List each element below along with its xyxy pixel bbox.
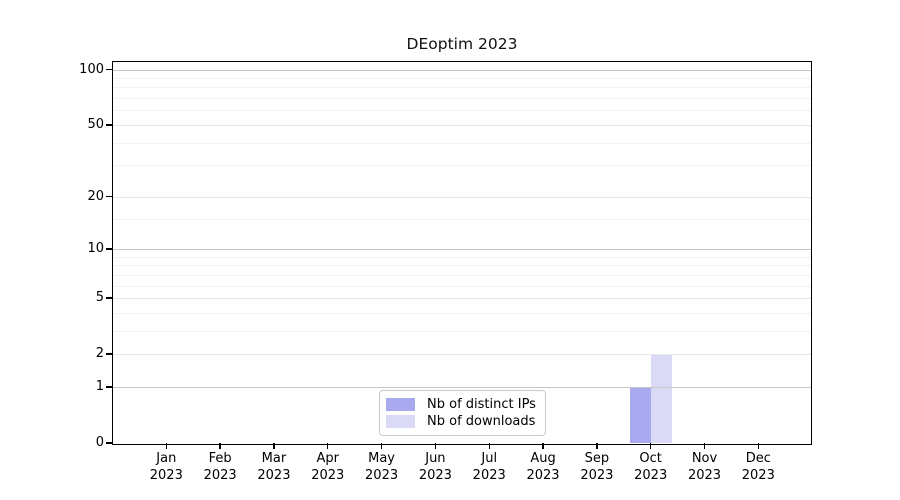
gridline-minor-3 bbox=[113, 330, 811, 332]
x-tick-oct-2023 bbox=[649, 443, 652, 449]
y-tick-label-20: 20 bbox=[87, 188, 104, 204]
x-tick-sep-2023 bbox=[596, 443, 598, 449]
y-tick-5 bbox=[106, 297, 112, 299]
legend-swatch-downloads bbox=[386, 415, 415, 429]
y-tick-100 bbox=[106, 68, 112, 71]
x-tick-dec-2023 bbox=[757, 443, 759, 449]
gridline-minor-60 bbox=[113, 110, 811, 112]
x-tick-mar-2023 bbox=[273, 443, 275, 449]
y-tick-label-50: 50 bbox=[87, 116, 104, 132]
gridline-minor-8 bbox=[113, 265, 811, 267]
x-tick-label-dec-2023: Dec 2023 bbox=[741, 451, 775, 483]
gridline-10 bbox=[113, 249, 811, 250]
gridline-minor-80 bbox=[113, 87, 811, 89]
legend: Nb of distinct IPs Nb of downloads bbox=[379, 390, 546, 436]
y-tick-label-1: 1 bbox=[95, 378, 104, 394]
x-tick-label-nov-2023: Nov 2023 bbox=[687, 451, 722, 483]
y-tick-20 bbox=[106, 195, 112, 198]
y-tick-1 bbox=[106, 386, 112, 388]
x-tick-jul-2023 bbox=[488, 443, 490, 449]
x-tick-label-apr-2023: Apr 2023 bbox=[311, 451, 345, 483]
y-tick-label-100: 100 bbox=[79, 61, 104, 77]
legend-label-downloads: Nb of downloads bbox=[427, 414, 536, 430]
x-tick-label-aug-2023: Aug 2023 bbox=[526, 451, 560, 483]
x-tick-apr-2023 bbox=[327, 443, 329, 449]
y-tick-label-5: 5 bbox=[95, 290, 104, 306]
legend-item-distinct-ips: Nb of distinct IPs bbox=[386, 397, 539, 412]
y-tick-10 bbox=[106, 248, 112, 250]
y-tick-50 bbox=[106, 124, 112, 126]
gridline-1 bbox=[113, 386, 811, 388]
x-tick-feb-2023 bbox=[219, 443, 221, 449]
gridline-100 bbox=[113, 69, 811, 71]
x-tick-label-jun-2023: Jun 2023 bbox=[418, 451, 452, 483]
x-tick-label-jul-2023: Jul 2023 bbox=[472, 451, 506, 483]
gridline-minor-6 bbox=[113, 285, 811, 287]
legend-item-downloads: Nb of downloads bbox=[386, 414, 539, 429]
x-tick-label-mar-2023: Mar 2023 bbox=[257, 451, 291, 483]
legend-swatch-distinct-ips bbox=[386, 397, 415, 411]
x-tick-aug-2023 bbox=[542, 443, 544, 449]
x-tick-label-jan-2023: Jan 2023 bbox=[149, 451, 183, 483]
gridline-minor-15 bbox=[113, 218, 811, 220]
y-tick-label-0: 0 bbox=[95, 435, 104, 450]
x-tick-label-sep-2023: Sep 2023 bbox=[580, 451, 614, 483]
x-tick-label-oct-2023: Oct 2023 bbox=[634, 451, 668, 483]
x-tick-nov-2023 bbox=[703, 443, 706, 449]
x-tick-label-feb-2023: Feb 2023 bbox=[203, 451, 237, 483]
gridline-minor-9 bbox=[113, 256, 811, 258]
y-tick-label-2: 2 bbox=[95, 346, 104, 362]
chart-title: DEoptim 2023 bbox=[406, 35, 518, 53]
y-tick-2 bbox=[106, 353, 112, 355]
bar-nb-of-downloads-oct-2023 bbox=[650, 354, 672, 443]
gridline-2 bbox=[113, 354, 811, 356]
gridline-minor-90 bbox=[113, 78, 811, 80]
bar-nb-of-distinct-ips-oct-2023 bbox=[629, 386, 651, 443]
gridline-minor-40 bbox=[113, 142, 811, 144]
legend-label-distinct-ips: Nb of distinct IPs bbox=[427, 396, 536, 412]
gridline-5 bbox=[113, 298, 811, 300]
x-tick-jan-2023 bbox=[165, 443, 167, 449]
gridline-minor-7 bbox=[113, 274, 811, 276]
y-tick-label-10: 10 bbox=[87, 241, 104, 256]
gridline-minor-30 bbox=[113, 165, 811, 167]
y-tick-0 bbox=[106, 442, 112, 444]
gridline-20 bbox=[113, 196, 811, 198]
gridline-50 bbox=[113, 124, 811, 126]
x-tick-may-2023 bbox=[380, 443, 383, 449]
gridline-minor-4 bbox=[113, 312, 811, 314]
gridline-minor-70 bbox=[113, 98, 811, 100]
x-tick-label-may-2023: May 2023 bbox=[365, 451, 399, 483]
x-tick-jun-2023 bbox=[434, 443, 437, 449]
